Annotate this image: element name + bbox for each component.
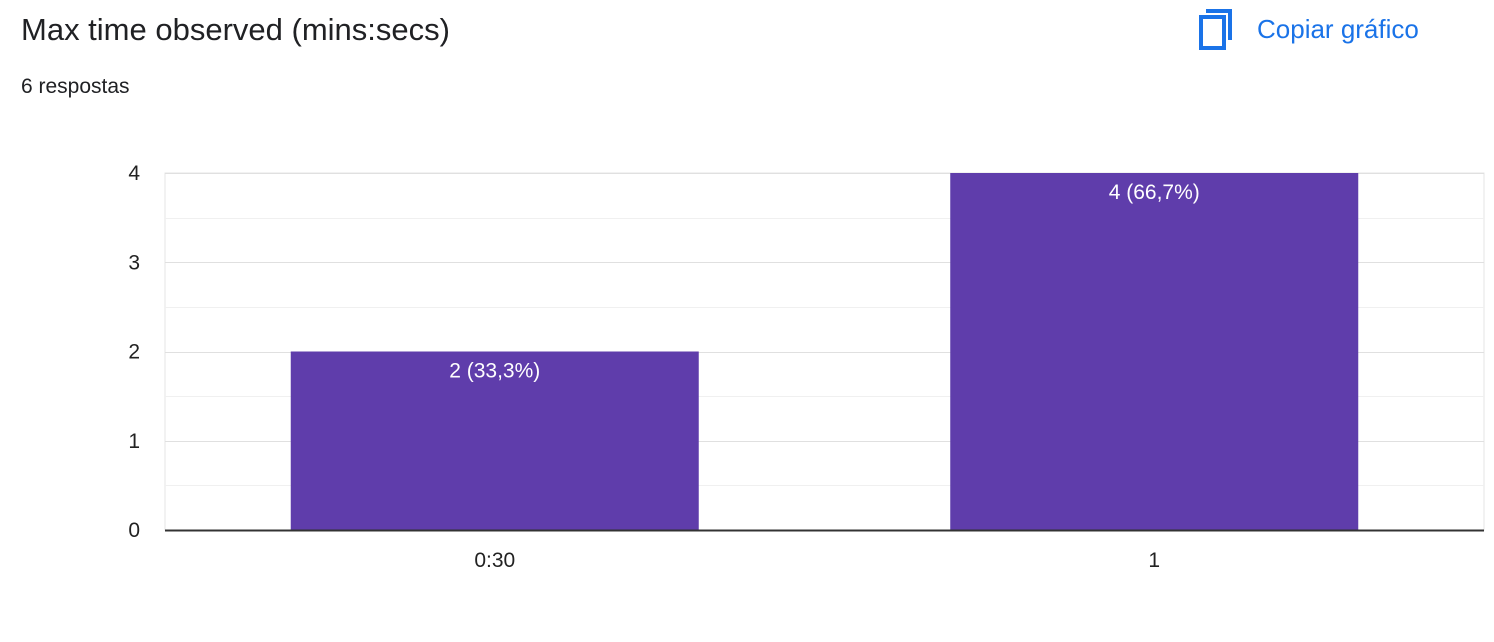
bar: [290, 351, 699, 530]
bar-data-label: 2 (33,3%): [449, 360, 540, 383]
bar-data-label: 4 (66,7%): [1109, 181, 1200, 204]
y-tick-label: 0: [128, 519, 140, 542]
bar: [950, 173, 1359, 530]
y-tick-label: 2: [128, 341, 140, 364]
copy-chart-button[interactable]: Copiar gráfico: [1196, 4, 1419, 54]
y-tick-label: 1: [128, 430, 140, 453]
copy-icon: [1199, 9, 1232, 50]
y-tick-label: 3: [128, 251, 140, 274]
copy-chart-label: Copiar gráfico: [1257, 13, 1419, 44]
x-tick-label: 0:30: [474, 549, 515, 572]
response-count: 6 respostas: [21, 75, 130, 98]
y-tick-label: 4: [128, 162, 140, 185]
x-tick-label: 1: [1148, 549, 1160, 572]
chart-title: Max time observed (mins:secs): [21, 12, 450, 47]
